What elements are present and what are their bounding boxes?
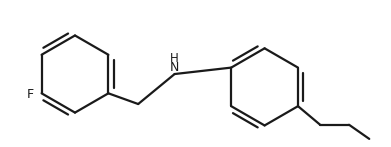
Text: H: H xyxy=(170,52,179,65)
Text: F: F xyxy=(27,88,34,101)
Text: N: N xyxy=(170,61,179,74)
